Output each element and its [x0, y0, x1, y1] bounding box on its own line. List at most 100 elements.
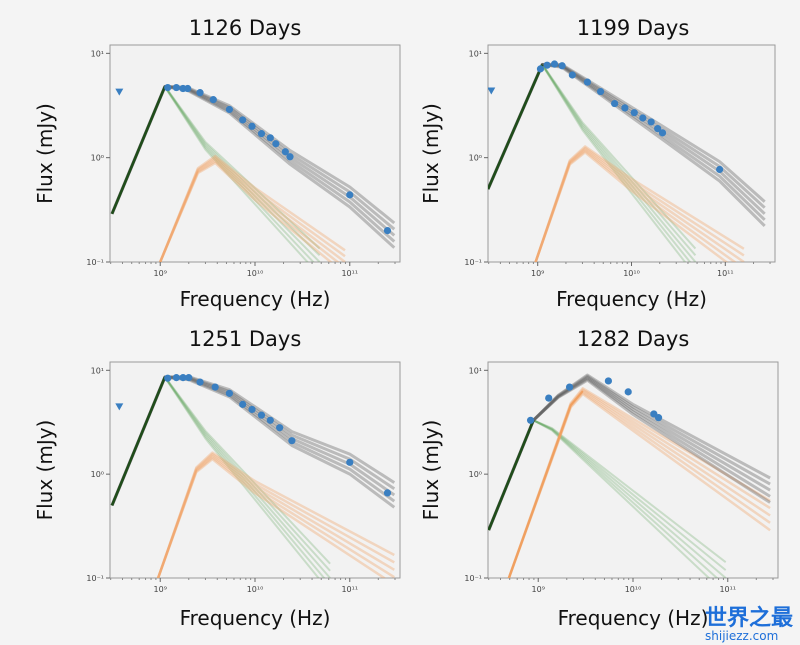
data-point — [383, 489, 392, 497]
data-point — [658, 129, 667, 137]
data-point — [185, 374, 193, 382]
data-point — [172, 374, 180, 382]
data-point — [281, 148, 289, 156]
component1-rise — [488, 64, 544, 190]
panel-title: 1251 Days — [189, 327, 302, 351]
y-axis-label: Flux (mJy) — [33, 420, 57, 521]
data-point — [654, 124, 662, 133]
plot-area — [109, 44, 401, 263]
data-point — [545, 394, 553, 402]
data-point — [611, 99, 619, 108]
data-point — [558, 62, 566, 70]
x-tick-label: 10¹⁰ — [625, 585, 642, 594]
x-tick-label: 10¹⁰ — [623, 269, 640, 278]
x-tick-label: 10¹¹ — [341, 269, 358, 278]
y-tick-label: 10¹ — [91, 366, 104, 375]
data-point — [225, 389, 234, 397]
x-axis-label: Frequency (Hz) — [556, 287, 707, 311]
panel-4: 1282 Days Frequency (Hz) Flux (mJy) 10⁹ 10¹⁰… — [419, 327, 779, 630]
data-point — [604, 377, 612, 385]
data-point — [286, 153, 294, 161]
plot-content — [110, 374, 396, 578]
data-point — [647, 118, 655, 126]
data-point — [172, 83, 180, 92]
component2-curve-sample — [156, 454, 395, 578]
data-point — [248, 405, 256, 414]
x-axis-label: Frequency (Hz) — [180, 606, 331, 630]
data-point — [184, 84, 192, 93]
data-point — [257, 411, 266, 419]
data-point — [239, 116, 247, 124]
component2-curve-sample — [156, 452, 395, 578]
plot-area — [487, 44, 776, 263]
y-axis-label: Flux (mJy) — [419, 103, 443, 204]
watermark-title: 世界之最 — [705, 606, 794, 631]
data-point — [716, 165, 724, 174]
data-point — [225, 105, 234, 114]
x-axis-label: Frequency (Hz) — [558, 606, 709, 630]
data-point — [179, 374, 187, 382]
data-point — [164, 83, 172, 92]
panel-title: 1282 Days — [577, 327, 690, 351]
component2-curve-sample — [534, 146, 745, 262]
data-point — [630, 109, 638, 117]
data-point — [654, 414, 663, 422]
component2-curve-sample — [159, 160, 340, 262]
data-point — [266, 416, 274, 424]
data-point — [536, 65, 545, 73]
component2-curve-sample — [159, 158, 346, 262]
component2-curve-sample — [156, 457, 387, 578]
y-tick-label: 10⁰ — [91, 470, 104, 479]
x-tick-label: 10⁹ — [531, 269, 544, 278]
data-point — [248, 122, 256, 130]
plot-content — [488, 373, 771, 578]
data-point — [583, 78, 592, 86]
data-point — [164, 374, 172, 382]
data-point — [196, 378, 204, 386]
component1-rise — [488, 419, 535, 531]
y-tick-label: 10⁰ — [469, 470, 482, 479]
component2-curve-sample — [534, 148, 745, 262]
plot-area — [109, 361, 401, 579]
component2-rise — [507, 390, 584, 578]
component1-rise — [110, 86, 167, 215]
x-tick-label: 10¹¹ — [719, 585, 736, 594]
data-point — [621, 104, 629, 112]
x-tick-label: 10¹¹ — [717, 269, 734, 278]
component2-curve-sample — [156, 451, 395, 578]
data-point — [568, 71, 576, 79]
component1-rise — [110, 376, 167, 506]
upper-limit-marker — [488, 87, 496, 95]
y-tick-label: 10⁻¹ — [464, 258, 482, 267]
data-point — [624, 388, 632, 396]
component2-curve-sample — [159, 161, 333, 262]
data-point — [526, 416, 535, 424]
data-point — [276, 424, 284, 432]
watermark-url: shijiezz.com — [705, 629, 779, 643]
panel-1: 1126 Days Frequency (Hz) Flux (mJy) 10⁹ 10¹⁰… — [33, 16, 401, 311]
panel-3: 1251 Days Frequency (Hz) Flux (mJy) 10⁹ 10¹⁰… — [33, 327, 401, 630]
upper-limit-marker — [115, 88, 124, 96]
panel-2: 1199 Days Frequency (Hz) Flux (mJy) 10⁹ 10¹⁰… — [419, 16, 776, 311]
component2-curve-sample — [159, 154, 346, 262]
data-point — [266, 134, 274, 142]
component2-curve-sample — [534, 145, 745, 262]
data-point — [196, 89, 204, 97]
x-tick-label: 10⁹ — [154, 269, 167, 278]
y-axis-label: Flux (mJy) — [33, 103, 57, 204]
data-point — [288, 437, 296, 445]
component2-curve-sample — [534, 149, 737, 262]
data-point — [209, 96, 217, 104]
panel-title: 1199 Days — [577, 16, 690, 40]
x-tick-label: 10⁹ — [154, 585, 167, 594]
upper-limit-marker — [115, 403, 124, 411]
y-axis-label: Flux (mJy) — [419, 420, 443, 521]
data-point — [272, 140, 280, 148]
component2-curve-sample — [156, 456, 395, 578]
y-tick-label: 10¹ — [469, 366, 482, 375]
x-axis-label: Frequency (Hz) — [180, 287, 331, 311]
y-tick-label: 10¹ — [469, 49, 482, 58]
watermark: 世界之最 shijiezz.com — [705, 600, 793, 643]
data-point — [239, 400, 247, 408]
data-point — [543, 61, 551, 69]
